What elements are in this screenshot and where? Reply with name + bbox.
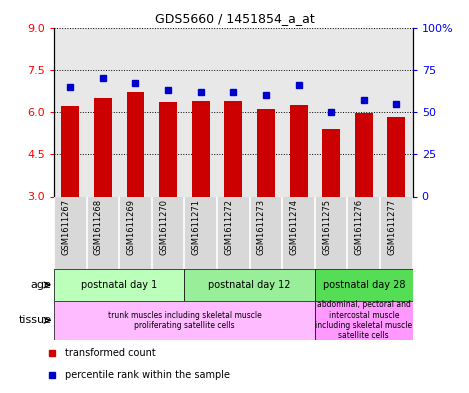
Bar [315, 301, 413, 340]
Text: GSM1611273: GSM1611273 [257, 199, 266, 255]
Text: GSM1611268: GSM1611268 [94, 199, 103, 255]
Bar [387, 117, 405, 196]
Text: GSM1611270: GSM1611270 [159, 199, 168, 255]
Bar [159, 102, 177, 196]
Text: tissue: tissue [19, 315, 52, 325]
Text: GSM1611275: GSM1611275 [322, 199, 331, 255]
Text: GSM1611276: GSM1611276 [355, 199, 364, 255]
Text: GDS5660 / 1451854_a_at: GDS5660 / 1451854_a_at [155, 12, 314, 25]
Bar [94, 98, 112, 196]
Text: postnatal day 12: postnatal day 12 [208, 280, 291, 290]
Bar [315, 269, 413, 301]
Text: transformed count: transformed count [65, 347, 156, 358]
Text: GSM1611274: GSM1611274 [289, 199, 299, 255]
Text: abdominal, pectoral and
intercostal muscle
including skeletal muscle
satellite c: abdominal, pectoral and intercostal musc… [315, 300, 412, 340]
Text: postnatal day 28: postnatal day 28 [323, 280, 405, 290]
Bar [61, 107, 79, 196]
Text: age: age [30, 280, 52, 290]
Text: GSM1611271: GSM1611271 [192, 199, 201, 255]
Bar [224, 101, 242, 196]
Bar [54, 301, 315, 340]
Text: percentile rank within the sample: percentile rank within the sample [65, 370, 230, 380]
Bar [192, 101, 210, 196]
Bar [355, 114, 373, 196]
Text: GSM1611277: GSM1611277 [387, 199, 396, 255]
Bar [322, 129, 340, 196]
Text: GSM1611269: GSM1611269 [127, 199, 136, 255]
Bar [257, 109, 275, 196]
Bar [54, 269, 184, 301]
Bar [289, 105, 308, 196]
Text: trunk muscles including skeletal muscle
proliferating satellite cells: trunk muscles including skeletal muscle … [107, 310, 261, 330]
Text: GSM1611272: GSM1611272 [224, 199, 233, 255]
Text: GSM1611267: GSM1611267 [61, 199, 70, 255]
Bar [127, 92, 144, 196]
Bar [184, 269, 315, 301]
Text: postnatal day 1: postnatal day 1 [81, 280, 157, 290]
